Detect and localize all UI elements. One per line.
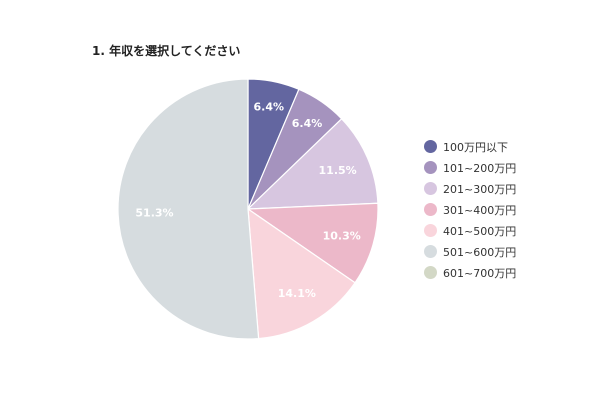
legend-item-4: 301~400万円 <box>424 199 516 220</box>
legend-label-4: 301~400万円 <box>443 203 517 217</box>
legend-swatch-4 <box>424 203 437 216</box>
legend-swatch-2 <box>424 161 437 174</box>
legend-item-5: 401~500万円 <box>424 220 516 241</box>
pie-slice-3 <box>246 117 379 210</box>
legend-item-6: 501~600万円 <box>424 241 516 262</box>
data-label-4: 10.3% <box>323 229 361 242</box>
legend-item-3: 201~300万円 <box>424 178 516 199</box>
legend-label-3: 201~300万円 <box>443 182 517 196</box>
legend-item-1: 100万円以下 <box>424 136 516 157</box>
data-label-5: 14.1% <box>278 287 316 300</box>
legend-label-6: 501~600万円 <box>443 245 517 259</box>
legend-item-7: 601~700万円 <box>424 262 516 283</box>
pie-slice-6 <box>117 78 260 340</box>
pie-slice-5 <box>247 207 356 340</box>
legend-label-5: 401~500万円 <box>443 224 517 238</box>
legend-item-2: 101~200万円 <box>424 157 516 178</box>
legend-label-7: 601~700万円 <box>443 266 517 280</box>
legend-label-1: 100万円以下 <box>443 140 508 154</box>
legend-swatch-6 <box>424 245 437 258</box>
legend-swatch-3 <box>424 182 437 195</box>
chart-legend: 100万円以下 101~200万円 201~300万円 301~400万円 401~50… <box>424 136 516 283</box>
legend-swatch-7 <box>424 266 437 279</box>
data-label-3: 11.5% <box>319 164 357 177</box>
legend-label-2: 101~200万円 <box>443 161 517 175</box>
pie-slice-4 <box>246 202 379 284</box>
data-label-1: 6.4% <box>254 101 285 114</box>
legend-swatch-5 <box>424 224 437 237</box>
data-label-2: 6.4% <box>292 117 323 130</box>
data-label-6: 51.3% <box>135 206 173 219</box>
chart-title: 1. 年収を選択してください <box>92 44 241 58</box>
legend-swatch-1 <box>424 140 437 153</box>
